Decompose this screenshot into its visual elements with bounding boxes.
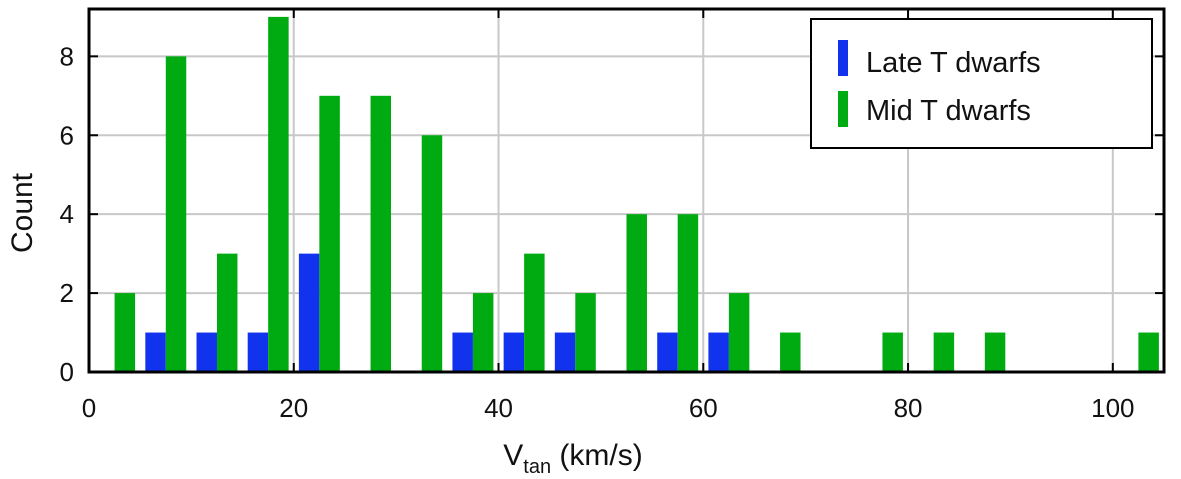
bar-mid-t [268, 16, 289, 373]
bar-late-t [196, 332, 217, 372]
legend-label-late-t: Late T dwarfs [866, 47, 1041, 79]
x-tick-label: 20 [279, 393, 308, 423]
y-tick-label: 8 [60, 41, 74, 71]
legend-box [810, 18, 1153, 149]
y-axis-title: Count [6, 172, 39, 253]
bar-mid-t [1138, 332, 1159, 372]
x-tick-label: 80 [894, 393, 923, 423]
bar-mid-t [216, 253, 238, 372]
bar-mid-t [626, 214, 647, 372]
y-tick-label: 4 [60, 199, 74, 229]
ticks [88, 9, 1164, 373]
y-tick-labels: 0 2 4 6 8 [60, 41, 74, 387]
bar-late-t [503, 332, 525, 372]
bar-late-t [145, 332, 166, 372]
bar-mid-t [780, 332, 801, 372]
bar-mid-t [524, 253, 545, 372]
bar-mid-t [575, 293, 596, 372]
bar-mid-t [114, 293, 136, 372]
x-axis-title-units: (km/s) [551, 439, 643, 472]
x-tick-label: 60 [689, 393, 718, 423]
y-tick-label: 0 [60, 357, 74, 387]
y-tick-label: 2 [60, 278, 74, 308]
bar-mid-t [728, 293, 750, 372]
bar-late-t [657, 332, 678, 372]
legend-swatch-late-t [838, 40, 848, 76]
x-tick-labels: 0 20 40 60 80 100 [82, 393, 1135, 423]
bar-late-t [298, 253, 320, 372]
bar-mid-t [677, 214, 699, 372]
plot-frame [87, 7, 1166, 374]
x-axis-title: Vtan (km/s) [503, 439, 642, 478]
legend-label-mid-t: Mid T dwarfs [866, 95, 1031, 127]
bar-mid-t [421, 135, 443, 372]
x-tick-label: 0 [82, 393, 96, 423]
bar-late-t [247, 332, 269, 372]
bar-mid-t [319, 95, 340, 372]
bar-mid-t [933, 332, 955, 372]
bar-mid-t [984, 332, 1006, 372]
bar-late-t [708, 332, 729, 372]
x-axis-title-main: V [503, 439, 523, 472]
bars [114, 16, 1159, 373]
bar-mid-t [472, 293, 494, 372]
legend-swatch-mid-t [838, 91, 848, 127]
bar-late-t [452, 332, 473, 372]
bar-mid-t [882, 332, 903, 372]
x-tick-label: 100 [1091, 393, 1134, 423]
bar-mid-t [165, 56, 187, 372]
y-tick-label: 6 [60, 120, 74, 150]
legend: Late T dwarfs Mid T dwarfs [810, 18, 1153, 149]
x-axis-title-subscript: tan [523, 456, 551, 478]
bar-mid-t [370, 95, 392, 372]
bar-late-t [554, 332, 576, 372]
x-tick-label: 40 [484, 393, 513, 423]
